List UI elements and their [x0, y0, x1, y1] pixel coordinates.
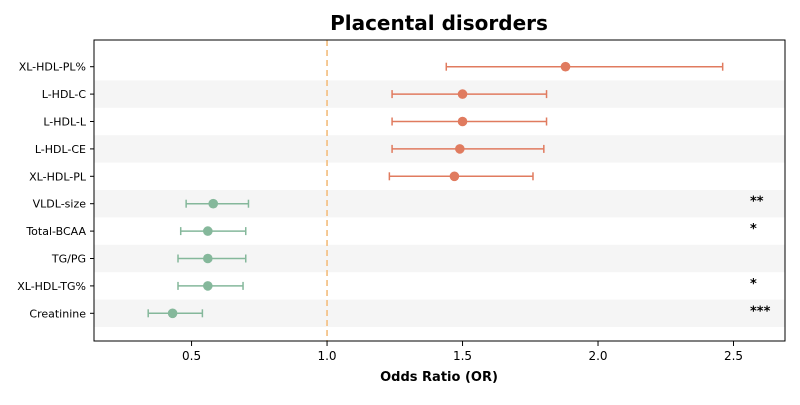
x-tick-label: 2.0	[588, 349, 607, 363]
point-estimate	[203, 281, 213, 291]
x-axis: 0.5 1.0 1.5 2.0 2.5	[182, 341, 743, 363]
x-tick-label: 1.0	[317, 349, 336, 363]
x-tick-label: 2.5	[724, 349, 743, 363]
point-estimate	[560, 61, 571, 72]
significance-marker: **	[750, 195, 764, 210]
significance-marker: *	[750, 277, 757, 292]
point-estimate	[208, 198, 219, 209]
point-estimate	[449, 171, 460, 182]
chart-title: Placental disorders	[330, 11, 548, 35]
point-estimate	[203, 253, 213, 264]
point-estimate	[167, 308, 178, 319]
y-tick-label: L-HDL-CE	[35, 143, 86, 156]
x-tick-label: 0.5	[182, 349, 201, 363]
y-tick-label: TG/PG	[51, 253, 86, 266]
point-estimates	[167, 61, 571, 319]
y-tick-label: Total-BCAA	[25, 225, 86, 238]
point-estimate	[457, 116, 468, 127]
point-estimate	[457, 89, 468, 99]
plot-frame	[93, 39, 786, 342]
x-tick-label: 1.5	[453, 349, 472, 363]
point-estimate	[455, 144, 465, 154]
y-tick-label: L-HDL-L	[43, 116, 87, 129]
significance-marker: *	[750, 222, 757, 237]
y-axis: XL-HDL-PL% L-HDL-C L-HDL-L L-HDL-CE XL-HDL-P…	[17, 61, 94, 320]
error-bars	[147, 62, 724, 318]
y-tick-label: XL-HDL-TG%	[17, 280, 86, 293]
y-tick-label: Creatinine	[29, 307, 86, 320]
point-estimate	[203, 226, 213, 236]
y-tick-label: XL-HDL-PL%	[19, 61, 86, 74]
y-tick-label: L-HDL-C	[42, 88, 87, 101]
significance-marker: ***	[750, 304, 771, 319]
significance-markers: *******	[750, 195, 771, 320]
y-tick-label: VLDL-size	[33, 198, 87, 211]
x-axis-label: Odds Ratio (OR)	[380, 370, 498, 385]
row-band	[94, 299, 785, 327]
y-tick-label: XL-HDL-PL	[29, 170, 87, 183]
